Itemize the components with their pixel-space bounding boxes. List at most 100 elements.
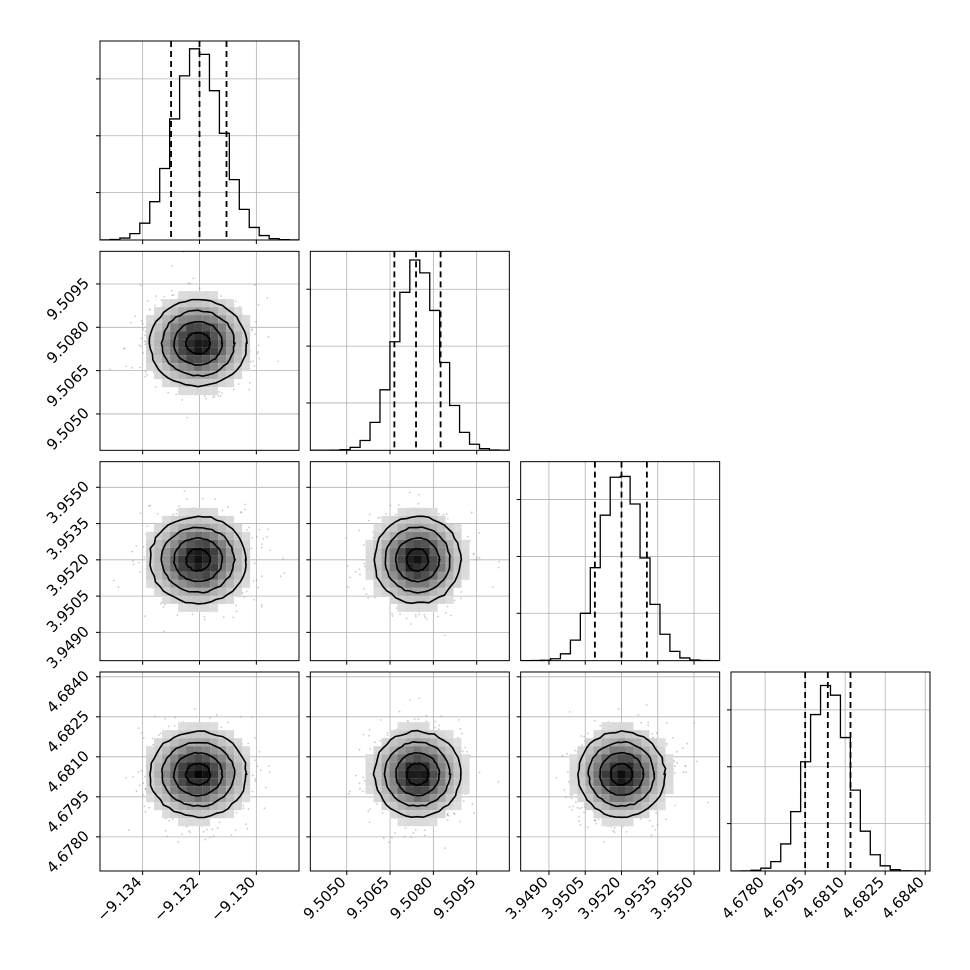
density-cell xyxy=(218,595,227,604)
scatter-point xyxy=(146,300,149,303)
scatter-point xyxy=(222,616,225,618)
density-cell xyxy=(429,523,438,532)
density-cell xyxy=(226,547,235,556)
density-cell xyxy=(170,547,179,556)
scatter-point xyxy=(191,613,194,616)
density-cell xyxy=(186,786,195,795)
scatter-point xyxy=(240,511,242,513)
y-tick-label: 9.5080 xyxy=(43,317,93,367)
density-cell xyxy=(389,547,398,556)
density-cell xyxy=(146,531,155,540)
scatter-point xyxy=(457,718,460,721)
scatter-point xyxy=(279,575,282,578)
scatter-point xyxy=(168,819,171,822)
density-cell xyxy=(453,563,462,572)
scatter-point xyxy=(221,392,223,394)
density-cell xyxy=(186,339,195,348)
density-cell xyxy=(202,579,211,588)
density-cell xyxy=(226,730,235,739)
density-cell xyxy=(162,730,171,739)
scatter-point xyxy=(132,775,135,778)
density-cell xyxy=(226,770,235,779)
scatter-point xyxy=(148,308,151,311)
density-cell xyxy=(389,523,398,532)
density-cell xyxy=(178,603,187,612)
density-cell xyxy=(226,579,235,588)
scatter-point xyxy=(144,788,147,791)
density-cell xyxy=(210,770,219,779)
density-cell xyxy=(373,547,382,556)
scatter-point xyxy=(461,732,463,735)
density-cell xyxy=(194,291,203,300)
scatter-point xyxy=(379,719,382,721)
scatter-point xyxy=(254,333,256,336)
density-cell xyxy=(437,523,446,532)
density-cell xyxy=(210,802,219,811)
density-cell xyxy=(170,299,179,308)
density-cell xyxy=(234,738,243,747)
scatter-point xyxy=(162,606,165,608)
density-cell xyxy=(170,323,179,332)
scatter-point xyxy=(446,605,449,608)
density-cell xyxy=(170,778,179,787)
density-cell xyxy=(405,603,414,612)
density-cell xyxy=(413,507,422,516)
density-cell xyxy=(186,315,195,324)
density-cell xyxy=(146,347,155,356)
scatter-point xyxy=(132,560,134,562)
density-cell xyxy=(202,603,211,612)
scatter-point xyxy=(447,517,449,520)
contour-line xyxy=(160,741,236,808)
scatter-point xyxy=(260,543,263,546)
density-cell xyxy=(413,595,422,604)
density-cell xyxy=(397,555,406,564)
scatter-point xyxy=(412,832,415,834)
scatter-point xyxy=(460,591,463,593)
density-cell xyxy=(413,531,422,540)
scatter-point xyxy=(125,777,127,779)
density-cell xyxy=(218,762,227,771)
scatter-point xyxy=(163,630,165,633)
density-cell xyxy=(210,746,219,755)
scatter-point xyxy=(261,604,263,606)
density-cell xyxy=(373,563,382,572)
scatter-point xyxy=(258,528,260,531)
scatter-point xyxy=(186,416,188,419)
scatter-point xyxy=(403,835,406,838)
scatter-point xyxy=(473,553,475,555)
density-cell xyxy=(194,730,203,739)
scatter-point xyxy=(141,732,143,734)
scatter-point xyxy=(254,780,257,782)
scatter-point xyxy=(214,498,217,501)
density-cell xyxy=(146,786,155,795)
scatter-point xyxy=(219,395,222,398)
density-cell xyxy=(154,802,163,811)
density-cell xyxy=(146,355,155,364)
density-cell xyxy=(178,507,187,516)
density-cell xyxy=(437,531,446,540)
contour-line xyxy=(373,515,463,605)
density-cell xyxy=(405,587,414,596)
density-cell xyxy=(178,315,187,324)
density-cell xyxy=(226,515,235,524)
scatter-point xyxy=(498,560,500,563)
density-cell xyxy=(178,299,187,308)
scatter-point xyxy=(438,724,441,727)
scatter-point xyxy=(473,812,475,814)
density-cell xyxy=(202,323,211,332)
density-cell xyxy=(242,539,251,548)
density-cell xyxy=(397,531,406,540)
density-cell xyxy=(226,563,235,572)
density-cell xyxy=(413,571,422,580)
scatter-point xyxy=(234,300,237,303)
density-cell xyxy=(186,595,195,604)
density-cell xyxy=(194,754,203,763)
density-cell xyxy=(202,555,211,564)
density-cell xyxy=(365,547,374,556)
density-cell xyxy=(186,539,195,548)
density-cell xyxy=(178,387,187,396)
density-cell xyxy=(218,778,227,787)
density-cell xyxy=(178,563,187,572)
scatter-point xyxy=(395,607,398,610)
